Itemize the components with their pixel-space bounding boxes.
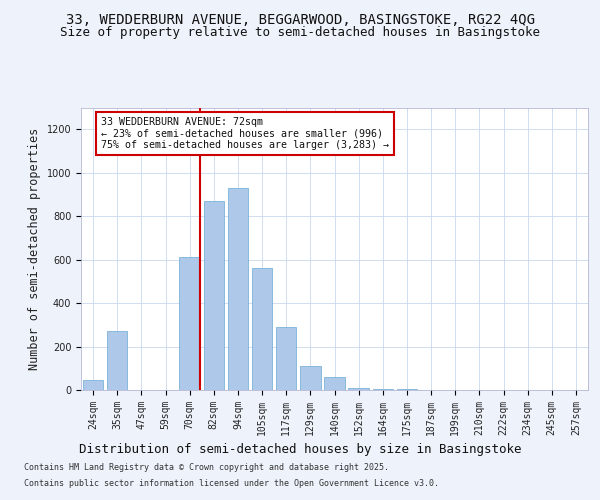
Bar	[300, 366, 320, 390]
Bar	[349, 388, 369, 390]
Bar	[227, 188, 248, 390]
Bar	[252, 268, 272, 390]
Text: Distribution of semi-detached houses by size in Basingstoke: Distribution of semi-detached houses by …	[79, 442, 521, 456]
Text: 33 WEDDERBURN AVENUE: 72sqm
← 23% of semi-detached houses are smaller (996)
75% : 33 WEDDERBURN AVENUE: 72sqm ← 23% of sem…	[101, 118, 389, 150]
Y-axis label: Number of semi-detached properties: Number of semi-detached properties	[28, 128, 41, 370]
Text: Size of property relative to semi-detached houses in Basingstoke: Size of property relative to semi-detach…	[60, 26, 540, 39]
Bar	[107, 332, 127, 390]
Bar	[324, 377, 345, 390]
Text: 33, WEDDERBURN AVENUE, BEGGARWOOD, BASINGSTOKE, RG22 4QG: 33, WEDDERBURN AVENUE, BEGGARWOOD, BASIN…	[65, 12, 535, 26]
Bar	[203, 201, 224, 390]
Bar	[83, 380, 103, 390]
Bar	[179, 258, 200, 390]
Bar	[373, 389, 393, 390]
Bar	[276, 327, 296, 390]
Text: Contains HM Land Registry data © Crown copyright and database right 2025.: Contains HM Land Registry data © Crown c…	[24, 464, 389, 472]
Text: Contains public sector information licensed under the Open Government Licence v3: Contains public sector information licen…	[24, 478, 439, 488]
